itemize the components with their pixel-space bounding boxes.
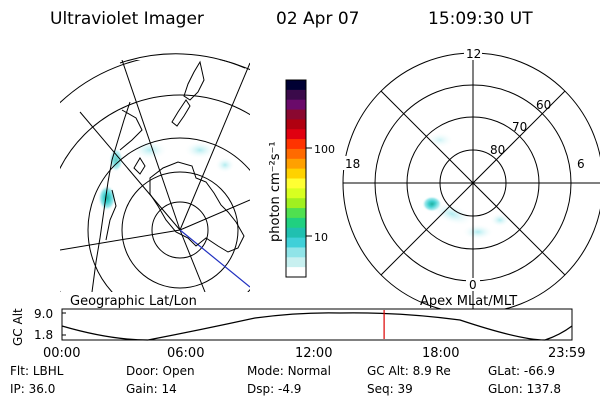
mlt-label-6: 6 (577, 157, 585, 171)
mlt-label-12: 12 (466, 47, 481, 61)
time-tick-2359: 23:59 (548, 346, 585, 361)
colorbar-cell (286, 119, 306, 130)
time-label: 15:09:30 UT (428, 9, 533, 29)
colorbar-cell (286, 99, 306, 111)
status-readout: Flt: LBHL Door: Open Mode: Normal GC Alt… (10, 364, 561, 396)
colorbar-cell (286, 80, 306, 91)
header: Ultraviolet Imager 02 Apr 07 15:09:30 UT (50, 9, 533, 29)
colorbar-cell (286, 208, 306, 219)
colorbar-cell (286, 217, 306, 229)
status-glat: GLat: -66.9 (488, 364, 555, 378)
time-tick-1200: 12:00 (295, 346, 332, 361)
mlt-label-18: 18 (345, 157, 360, 171)
apex-label: Apex MLat/MLT (420, 294, 517, 309)
colorbar-cell (286, 188, 306, 199)
status-ip: IP: 36.0 (10, 382, 55, 396)
colorbar: 100 10 photon cm⁻²s⁻¹ (268, 79, 335, 278)
status-dsp: Dsp: -4.9 (247, 382, 301, 396)
geographic-map-image (60, 60, 250, 292)
altitude-curve (61, 312, 573, 341)
colorbar-tick-100: 100 (314, 143, 335, 156)
apex-emission-image (422, 132, 510, 240)
status-seq: Seq: 39 (367, 382, 413, 396)
time-tick-1800: 18:00 (422, 346, 459, 361)
mlt-label-0: 0 (469, 278, 477, 292)
colorbar-scale (286, 80, 306, 278)
date-label: 02 Apr 07 (276, 9, 359, 29)
alt-axis-title: GC Alt (11, 308, 25, 346)
mlat-label-80: 80 (490, 143, 505, 157)
status-gc-alt: GC Alt: 8.9 Re (367, 364, 451, 378)
colorbar-cell (286, 129, 306, 140)
colorbar-tick-10: 10 (314, 231, 328, 244)
altitude-strip: 9.0 1.8 GC Alt 00:00 06:00 12:00 18:00 2… (11, 307, 585, 361)
colorbar-cell (286, 198, 306, 209)
colorbar-cell (286, 89, 306, 101)
colorbar-cell (286, 237, 306, 249)
status-glon: GLon: 137.8 (488, 382, 561, 396)
status-gain: Gain: 14 (126, 382, 177, 396)
colorbar-cell (286, 267, 306, 278)
status-mode: Mode: Normal (247, 364, 331, 378)
colorbar-cell (286, 178, 306, 189)
time-tick-0600: 06:00 (167, 346, 204, 361)
alt-tick-9: 9.0 (34, 307, 53, 321)
status-door: Door: Open (126, 364, 195, 378)
mlat-label-60: 60 (536, 98, 551, 112)
colorbar-cell (286, 168, 306, 180)
mlat-label-70: 70 (512, 120, 527, 134)
colorbar-cell (286, 109, 306, 120)
geographic-label: Geographic Lat/Lon (70, 294, 197, 309)
colorbar-cell (286, 247, 306, 258)
status-flt: Flt: LBHL (10, 364, 64, 378)
colorbar-cell (286, 227, 306, 239)
colorbar-cell (286, 158, 306, 170)
colorbar-cell (286, 148, 306, 160)
colorbar-cell (286, 257, 306, 268)
colorbar-unit-label: photon cm⁻²s⁻¹ (268, 141, 283, 242)
colorbar-cell (286, 139, 306, 150)
apex-polar-panel: 12 18 6 0 60 70 80 Apex MLat/MLT (342, 47, 600, 314)
geographic-map-panel: Geographic Lat/Lon (60, 53, 250, 309)
instrument-title: Ultraviolet Imager (50, 9, 204, 29)
alt-tick-1-8: 1.8 (34, 328, 53, 342)
time-tick-0000: 00:00 (43, 346, 80, 361)
